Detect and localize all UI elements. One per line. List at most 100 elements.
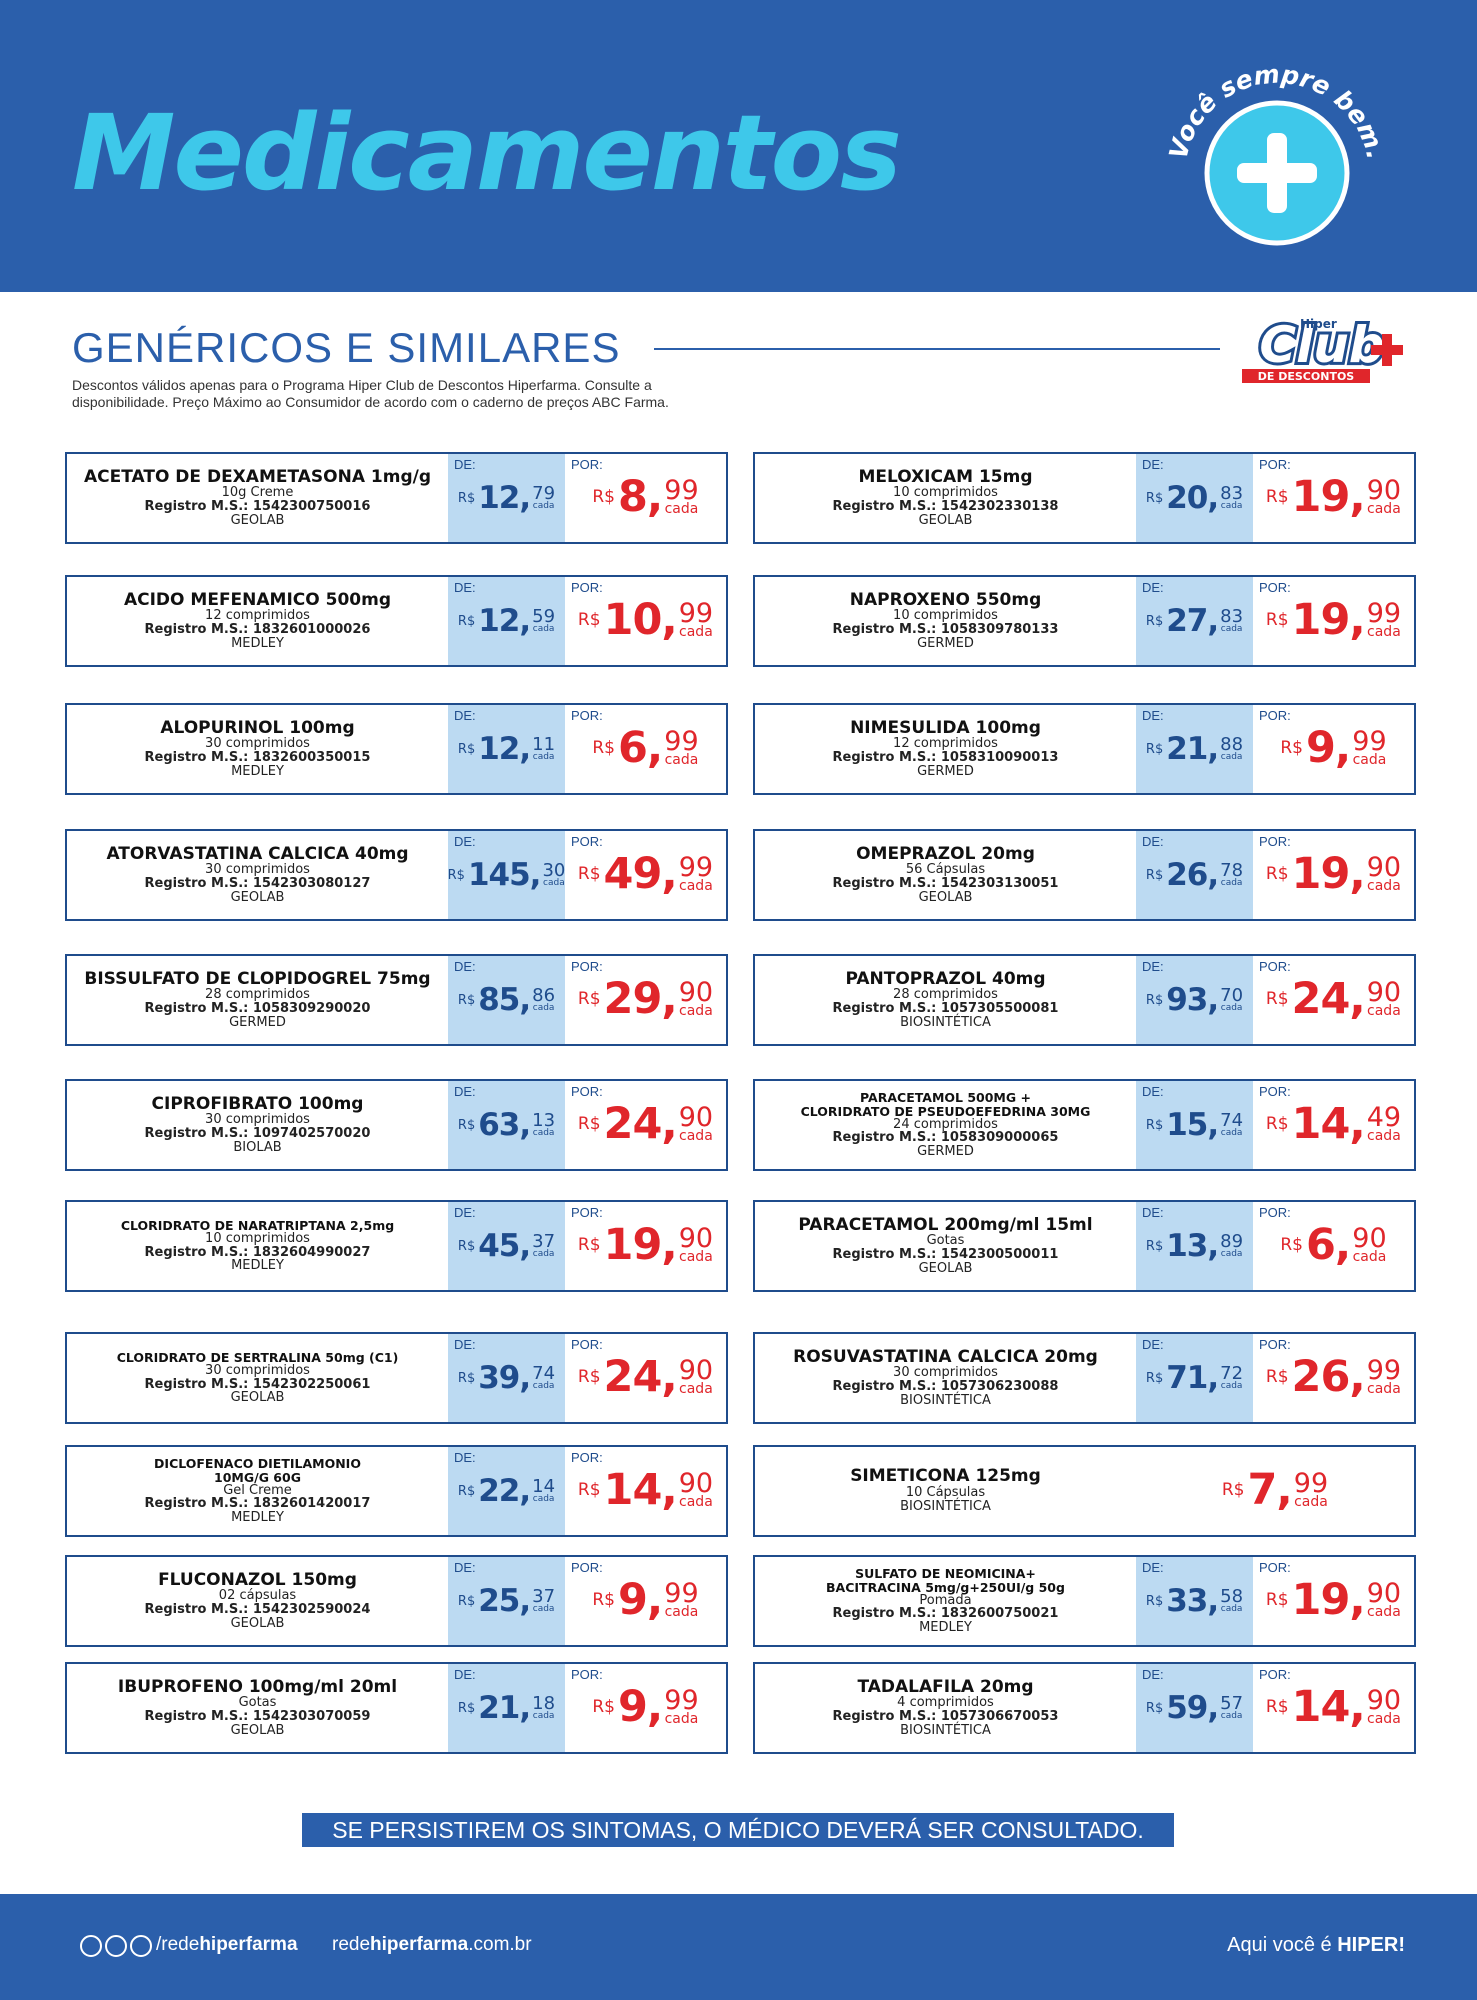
product-lab: MEDLEY [231, 1258, 284, 1274]
product-details: Pomada [919, 1592, 972, 1608]
product-name: CIPROFIBRATO 100mg [151, 1093, 364, 1114]
price-int: 24, [603, 1099, 678, 1149]
icon-linkedin [80, 1935, 102, 1957]
por-price: R$ 6, 99 cada [565, 723, 726, 773]
currency: R$ [1145, 1593, 1164, 1609]
currency: R$ [1265, 864, 1289, 884]
price-cents-group: 90 cada [679, 1103, 713, 1142]
product-info: ROSUVASTATINA CALCICA 20mg 30 comprimidos… [755, 1334, 1136, 1422]
currency: R$ [592, 1590, 615, 1610]
de-label: DE: [1142, 708, 1164, 723]
product-registry: Registro M.S.: 1542302330138 [832, 499, 1059, 515]
club-logo: Club Hiper DE DESCONTOS [1242, 313, 1403, 383]
por-label: POR: [1259, 1337, 1291, 1352]
product-info: IBUPROFENO 100mg/ml 20ml Gotas Registro M.… [67, 1664, 448, 1752]
por-price: R$ 24, 90 cada [565, 1099, 726, 1149]
por-area: POR: R$ 24, 90 cada [565, 1081, 726, 1169]
product-name: ROSUVASTATINA CALCICA 20mg [793, 1346, 1098, 1367]
each: cada [543, 878, 565, 889]
each: cada [532, 1003, 555, 1014]
each: cada [1220, 1604, 1243, 1615]
product-info: ACETATO DE DEXAMETASONA 1mg/g 10g Creme Re… [67, 454, 448, 542]
currency: R$ [1265, 1590, 1289, 1610]
product-registry: Registro M.S.: 1542302590024 [144, 1602, 371, 1618]
currency: R$ [1265, 487, 1289, 507]
price-cents-group: 58 cada [1220, 1587, 1243, 1615]
product-registry: Registro M.S.: 1058309000065 [832, 1130, 1059, 1146]
price-cents-group: 99 cada [664, 1579, 698, 1618]
each: cada [1367, 877, 1401, 894]
product-info: SIMETICONA 125mg 10 Cápsulas BIOSINTÉTICA [755, 1447, 1136, 1535]
por-area: POR: R$ 14, 90 cada [1253, 1664, 1414, 1752]
price-int: 20, [1166, 480, 1219, 516]
price-cents: 13 [532, 1109, 556, 1131]
each: cada [664, 751, 699, 768]
de-box: DE: R$ 15, 74 cada [1136, 1081, 1253, 1169]
de-box: DE: R$ 93, 70 cada [1136, 956, 1253, 1044]
price-cents: 99 [678, 851, 714, 883]
each: cada [1220, 624, 1243, 635]
price-cents: 90 [1366, 976, 1402, 1008]
product-card: PANTOPRAZOL 40mg 28 comprimidos Registro M… [753, 954, 1416, 1046]
price-cents: 72 [1220, 1362, 1244, 1384]
currency: R$ [577, 1114, 601, 1134]
de-box: DE: R$ 13, 89 cada [1136, 1202, 1253, 1290]
price-int: 59, [1166, 1690, 1219, 1726]
price-cents: 74 [1220, 1109, 1244, 1131]
price-cents-group: 78 cada [1220, 861, 1243, 887]
product-name: BISSULFATO DE CLOPIDOGREL 75mg [84, 968, 431, 989]
product-card: TADALAFILA 20mg 4 comprimidos Registro M.S… [753, 1662, 1416, 1754]
product-lab: BIOSINTÉTICA [900, 1392, 991, 1408]
logo-band [1242, 369, 1370, 383]
icon-facebook [105, 1935, 127, 1957]
currency: R$ [457, 1700, 476, 1716]
footer: /redehiperfarma redehiperfarma.com.br Aq… [0, 1894, 1477, 2000]
por-price: R$ 49, 99 cada [565, 849, 726, 899]
currency: R$ [592, 1697, 615, 1717]
currency: R$ [1265, 989, 1289, 1009]
price-cents: 49 [1366, 1101, 1402, 1133]
price-cents-group: 90 cada [1367, 476, 1401, 515]
de-box: DE: R$ 20, 83 cada [1136, 454, 1253, 542]
currency: R$ [577, 1367, 601, 1387]
logo-main: Club [1259, 316, 1384, 374]
price-int: 9, [618, 1575, 663, 1625]
de-label: DE: [1142, 834, 1164, 849]
price-cents-group: 89 cada [1220, 1232, 1243, 1258]
product-details: 30 comprimidos [205, 862, 310, 878]
price-int: 14, [603, 1465, 678, 1515]
currency: R$ [1145, 1700, 1164, 1716]
de-box: DE: R$ 12, 59 cada [448, 577, 565, 665]
de-label: DE: [454, 1084, 476, 1099]
por-label: POR: [1259, 1560, 1291, 1575]
product-name: 10MG/G 60G [214, 1469, 301, 1485]
text: /rede [156, 1934, 200, 1955]
por-area: POR: R$ 10, 99 cada [565, 577, 726, 665]
por-price: R$ 6, 90 cada [1253, 1220, 1414, 1270]
por-label: POR: [571, 834, 603, 849]
por-label: POR: [571, 1450, 603, 1465]
product-lab: BIOSINTÉTICA [900, 1014, 991, 1030]
de-label: DE: [454, 834, 476, 849]
product-info: CIPROFIBRATO 100mg 30 comprimidos Registro… [67, 1081, 448, 1169]
price-cents: 99 [664, 725, 699, 757]
product-registry: Registro M.S.: 1057305500081 [832, 1001, 1059, 1017]
price-cents: 90 [1352, 1222, 1387, 1254]
product-details: 12 comprimidos [893, 736, 998, 752]
product-card: ACIDO MEFENAMICO 500mg 12 comprimidos Regi… [65, 575, 728, 667]
product-name: OMEPRAZOL 20mg [856, 843, 1035, 864]
de-label: DE: [454, 580, 476, 595]
product-name: ACETATO DE DEXAMETASONA 1mg/g [83, 466, 431, 487]
price-int: 26, [1166, 857, 1219, 893]
por-area: POR: R$ 24, 90 cada [1253, 956, 1414, 1044]
por-area: POR: R$ 6, 90 cada [1253, 1202, 1414, 1290]
de-label: DE: [1142, 1205, 1164, 1220]
currency: R$ [457, 1593, 476, 1609]
de-label: DE: [454, 457, 476, 472]
currency: R$ [1265, 610, 1289, 630]
product-registry: Registro M.S.: 1057306670053 [832, 1709, 1059, 1725]
product-card: SULFATO DE NEOMICINA+ BACITRACINA 5mg/g+2… [753, 1555, 1416, 1647]
price-cents-group: 99 cada [678, 851, 714, 892]
de-label: DE: [454, 1337, 476, 1352]
price-cents-group: 49 cada [1366, 1101, 1402, 1142]
